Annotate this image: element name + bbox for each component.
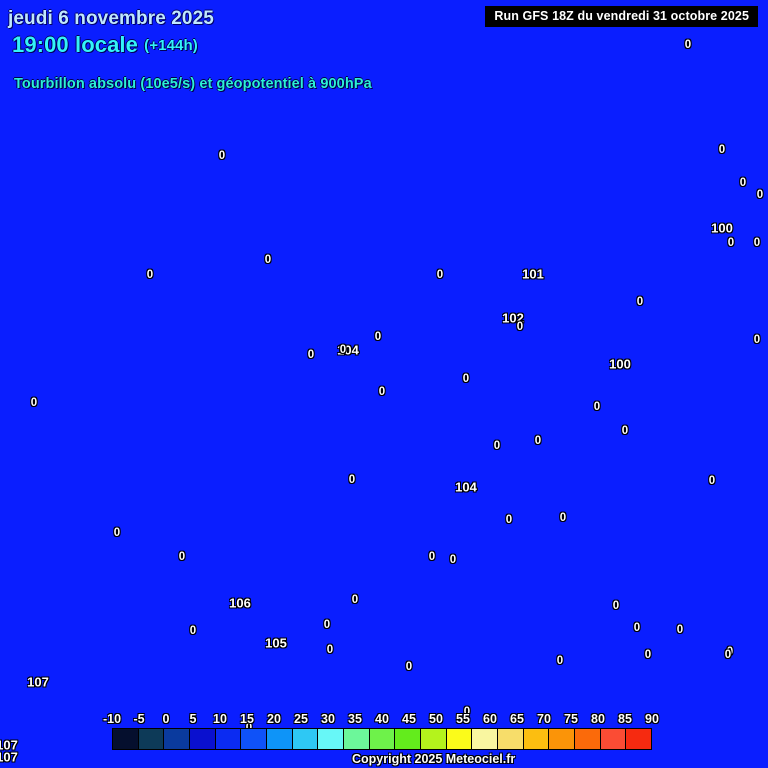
color-scale-legend: -10 -5 0 5 10 15 20 25 30 35 40 45 50 55 60 65 70 75 80 85 9… [103,712,659,750]
legend-swatch [241,729,268,749]
legend-tick-labels: -10 -5 0 5 10 15 20 25 30 35 40 45 50 55 60 65 70 75 80 85 9… [103,712,659,728]
legend-tick: 35 [348,712,362,726]
legend-tick: 10 [213,712,227,726]
forecast-offset-value: (+144h) [144,37,198,54]
legend-swatch [626,729,652,749]
legend-swatch [369,729,396,749]
legend-tick: 70 [537,712,551,726]
legend-tick: 0 [162,712,170,726]
legend-tick: 85 [618,712,632,726]
legend-swatch [344,729,370,749]
legend-tick: 20 [267,712,281,726]
legend-swatch [318,729,345,749]
legend-tick: 15 [240,712,254,726]
forecast-date-label: jeudi 6 novembre 2025 [8,8,214,29]
legend-swatch [190,729,216,749]
parameter-label: Tourbillon absolu (10e5/s) et géopotenti… [14,76,372,92]
legend-swatch [215,729,242,749]
legend-tick: 60 [483,712,497,726]
legend-swatch [395,729,422,749]
legend-tick: 80 [591,712,605,726]
legend-swatch [113,729,139,749]
legend-swatch [600,729,627,749]
legend-tick: 50 [429,712,443,726]
legend-tick: 90 [645,712,659,726]
model-run-banner: Run GFS 18Z du vendredi 31 octobre 2025 [485,6,758,27]
legend-tick: 45 [402,712,416,726]
legend-swatch [498,729,524,749]
legend-tick: 55 [456,712,470,726]
legend-color-bar [112,728,652,750]
forecast-time-value: 19:00 locale [12,32,138,57]
legend-tick: -5 [133,712,145,726]
legend-tick: -10 [102,712,122,726]
copyright-label: Copyright 2025 Meteociel.fr [352,752,516,766]
legend-swatch [523,729,550,749]
legend-swatch [138,729,165,749]
legend-tick: 65 [510,712,524,726]
legend-swatch [575,729,601,749]
legend-tick: 30 [321,712,335,726]
legend-swatch [549,729,576,749]
legend-tick: 40 [375,712,389,726]
legend-swatch [292,729,319,749]
legend-swatch [164,729,191,749]
legend-tick: 5 [189,712,197,726]
legend-tick: 75 [564,712,578,726]
legend-tick: 25 [294,712,308,726]
forecast-time-label: 19:00 locale (+144h) [12,32,198,58]
legend-swatch [421,729,447,749]
legend-swatch [472,729,499,749]
legend-swatch [446,729,473,749]
legend-swatch [267,729,293,749]
